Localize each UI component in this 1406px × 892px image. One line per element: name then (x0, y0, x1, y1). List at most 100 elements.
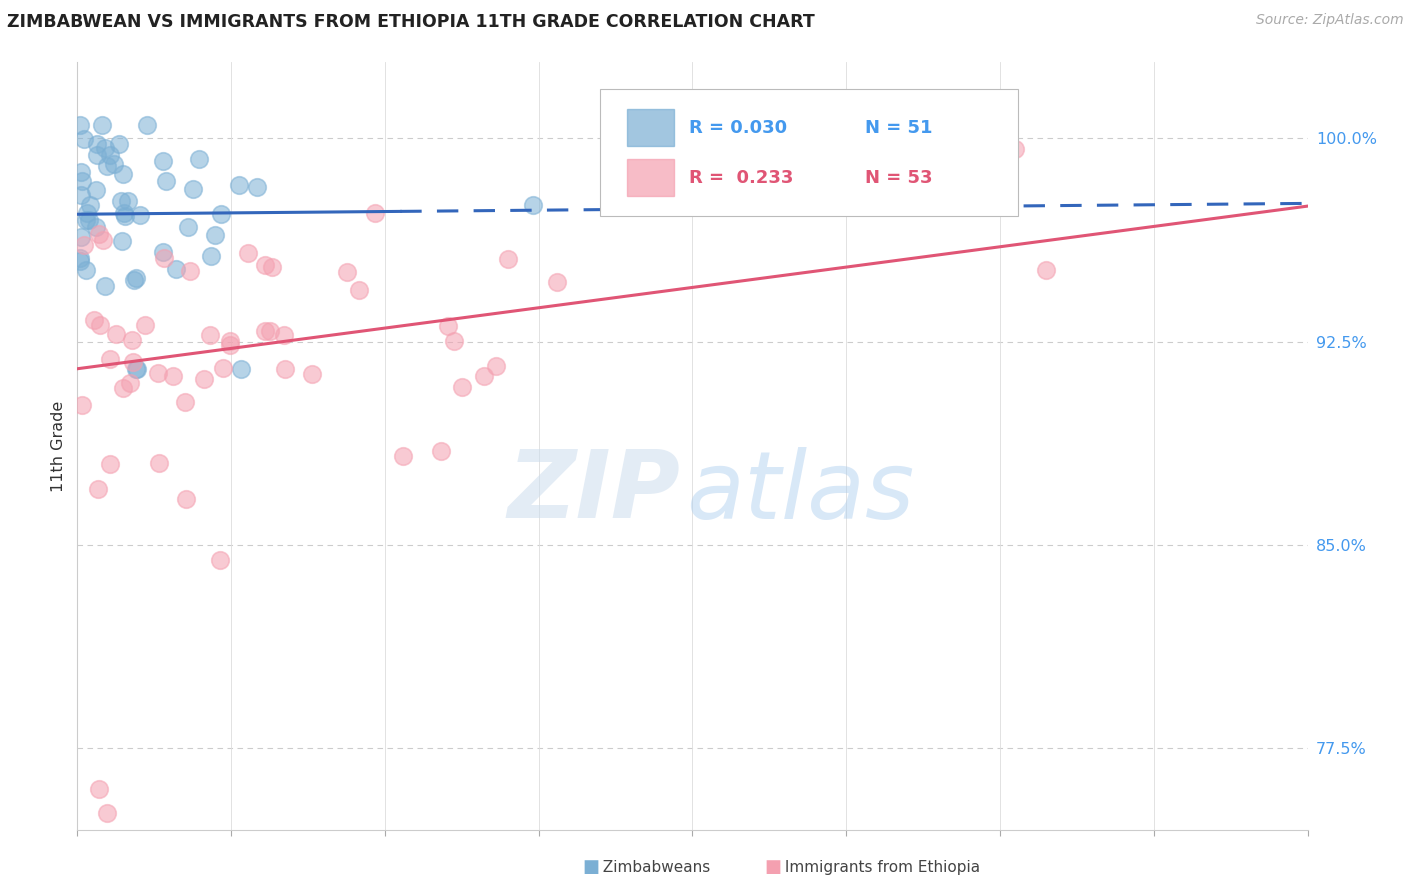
Text: atlas: atlas (686, 447, 914, 538)
Point (87, 482, 110, 496)
Point (193, 372, 215, 386)
Point (69, 187, 91, 202)
Point (111, 234, 134, 248)
Point (148, 366, 170, 380)
Point (152, 244, 174, 259)
FancyBboxPatch shape (627, 109, 673, 146)
Point (90, 118, 112, 132)
Y-axis label: 11th Grade: 11th Grade (51, 401, 66, 491)
FancyBboxPatch shape (600, 89, 1018, 216)
Point (84, 183, 107, 197)
Point (69, 254, 91, 268)
Text: R =  0.233: R = 0.233 (689, 169, 793, 186)
FancyBboxPatch shape (627, 159, 673, 196)
Point (128, 208, 150, 222)
Point (117, 194, 139, 208)
Text: Source: ZipAtlas.com: Source: ZipAtlas.com (1256, 13, 1403, 28)
Point (179, 264, 201, 278)
Point (70, 174, 93, 188)
Point (273, 362, 295, 376)
Point (260, 260, 283, 274)
Point (125, 361, 148, 376)
Point (98, 457, 121, 471)
Point (134, 318, 156, 333)
Point (112, 206, 135, 220)
Point (89, 227, 111, 242)
Point (96, 806, 118, 821)
Text: N = 53: N = 53 (865, 169, 932, 186)
Point (83, 313, 105, 327)
Text: N = 51: N = 51 (865, 119, 932, 136)
Point (70, 229, 93, 244)
Point (253, 324, 276, 338)
Point (103, 157, 125, 171)
Point (122, 273, 145, 287)
Point (228, 178, 250, 192)
Text: Zimbabweans: Zimbabweans (598, 861, 710, 875)
Point (70, 165, 93, 179)
Point (86, 136, 108, 151)
Text: ■: ■ (582, 858, 599, 876)
Point (301, 368, 323, 382)
Point (76, 206, 98, 220)
Text: R = 0.030: R = 0.030 (689, 119, 787, 136)
Point (183, 182, 205, 196)
Point (73, 237, 96, 252)
Point (86, 219, 108, 234)
Point (485, 359, 508, 373)
Point (122, 355, 145, 369)
Point (79, 198, 101, 212)
Point (118, 376, 141, 391)
Point (437, 318, 460, 333)
Point (125, 361, 148, 376)
Point (830, 194, 852, 208)
Point (209, 552, 232, 566)
Point (236, 246, 259, 260)
Point (121, 333, 143, 347)
Point (391, 449, 413, 463)
Point (1035, 263, 1057, 277)
Point (93, 141, 115, 155)
Point (727, 147, 749, 161)
Point (336, 265, 359, 279)
Point (177, 220, 200, 235)
Point (111, 381, 134, 395)
Point (96, 159, 118, 173)
Point (522, 198, 544, 212)
Point (98, 148, 121, 162)
Point (105, 326, 128, 341)
Point (75, 263, 97, 277)
Point (86, 147, 108, 161)
Point (73, 132, 96, 146)
Point (364, 206, 387, 220)
Point (89, 318, 111, 333)
Point (472, 369, 495, 384)
Point (273, 328, 295, 343)
Point (89, 781, 111, 796)
Point (108, 136, 131, 151)
Text: ■: ■ (765, 858, 782, 876)
Point (77, 213, 100, 227)
Point (110, 194, 132, 208)
Point (100, 352, 122, 367)
Point (212, 360, 235, 375)
Text: ZIMBABWEAN VS IMMIGRANTS FROM ETHIOPIA 11TH GRADE CORRELATION CHART: ZIMBABWEAN VS IMMIGRANTS FROM ETHIOPIA 1… (7, 13, 815, 31)
Point (75, 212, 97, 227)
Point (200, 327, 222, 342)
Text: ZIP: ZIP (508, 446, 681, 538)
Point (259, 324, 281, 338)
Point (94, 279, 117, 293)
Point (443, 334, 465, 348)
Point (546, 276, 568, 290)
Point (204, 227, 226, 242)
Point (496, 252, 519, 266)
Point (125, 271, 148, 285)
Point (165, 262, 187, 277)
Point (114, 209, 136, 223)
Point (136, 118, 159, 132)
Point (219, 338, 242, 352)
Point (218, 334, 240, 349)
Point (174, 491, 197, 506)
Point (155, 174, 177, 188)
Point (70, 398, 93, 412)
